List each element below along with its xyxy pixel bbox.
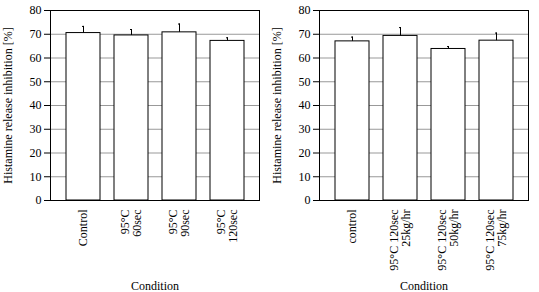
svg-text:0: 0 — [305, 193, 311, 207]
svg-text:0: 0 — [36, 193, 42, 207]
svg-text:95°C 120sec25kg/hr: 95°C 120sec25kg/hr — [387, 210, 413, 271]
svg-text:95°C60sec: 95°C60sec — [118, 210, 144, 237]
svg-text:95°C120sec: 95°C120sec — [214, 210, 240, 243]
svg-text:95°C 120sec50kg/hr: 95°C 120sec50kg/hr — [435, 210, 461, 271]
svg-text:80: 80 — [30, 3, 42, 17]
svg-text:Condition: Condition — [131, 279, 179, 292]
svg-text:30: 30 — [299, 122, 311, 136]
svg-text:70: 70 — [30, 27, 42, 41]
svg-text:10: 10 — [299, 170, 311, 184]
svg-text:20: 20 — [30, 146, 42, 160]
svg-text:control: control — [345, 209, 359, 244]
svg-text:Histamine release inhibition [: Histamine release inhibition [%] — [1, 27, 15, 183]
svg-text:70: 70 — [299, 27, 311, 41]
svg-text:Condition: Condition — [400, 279, 448, 292]
svg-text:Histamine release inhibition [: Histamine release inhibition [%] — [270, 27, 284, 183]
svg-text:30: 30 — [30, 122, 42, 136]
svg-text:60: 60 — [299, 51, 311, 65]
svg-text:40: 40 — [299, 98, 311, 112]
svg-text:50: 50 — [30, 75, 42, 89]
svg-text:40: 40 — [30, 98, 42, 112]
svg-text:50: 50 — [299, 75, 311, 89]
svg-text:10: 10 — [30, 170, 42, 184]
svg-text:95°C 120sec75kg/hr: 95°C 120sec75kg/hr — [483, 210, 509, 271]
svg-text:80: 80 — [299, 3, 311, 17]
svg-text:60: 60 — [30, 51, 42, 65]
svg-text:Control: Control — [76, 209, 90, 246]
svg-text:20: 20 — [299, 146, 311, 160]
svg-text:95°C90sec: 95°C90sec — [166, 210, 192, 237]
